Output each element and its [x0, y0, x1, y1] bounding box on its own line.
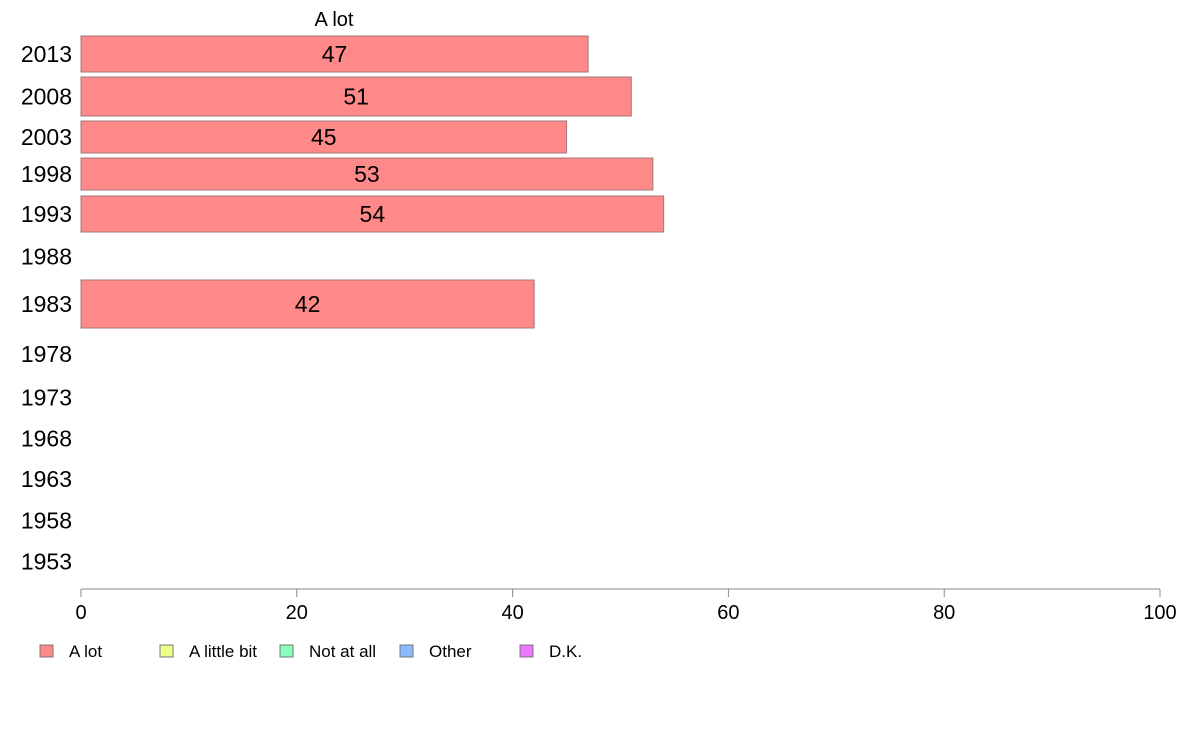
- legend-swatch: [159, 644, 174, 658]
- bar-value-label: 53: [354, 161, 380, 187]
- legend-label: A little bit: [189, 642, 257, 661]
- x-tick-label: 40: [501, 602, 523, 624]
- legend-swatch: [399, 644, 414, 658]
- x-axis: 0 20 40 60 80 100: [75, 588, 1177, 624]
- bar-value-label: 42: [295, 291, 321, 317]
- bar: [80, 35, 589, 73]
- legend-swatch: [39, 644, 54, 658]
- legend: A lot A little bit Not at all Other D.K.: [39, 642, 582, 661]
- bar-value-label: 45: [311, 124, 337, 150]
- y-tick-label: 1988: [21, 244, 72, 270]
- bar-value-label: 54: [360, 201, 386, 227]
- bar: [80, 157, 654, 191]
- y-tick-label: 1998: [21, 161, 72, 187]
- y-tick-label: 1983: [21, 291, 72, 317]
- bar-value-label: 51: [343, 84, 369, 110]
- x-tick-label: 60: [717, 602, 739, 624]
- bar-value-label: 47: [322, 41, 348, 67]
- y-tick-label: 1958: [21, 508, 72, 534]
- y-tick-label: 1963: [21, 466, 72, 492]
- legend-label: A lot: [69, 642, 102, 661]
- bar: [80, 195, 665, 233]
- y-tick-label: 1993: [21, 201, 72, 227]
- y-tick-label: 2003: [21, 124, 72, 150]
- bar: [80, 120, 568, 154]
- x-tick-label: 100: [1143, 602, 1176, 624]
- legend-swatch: [279, 644, 294, 658]
- y-tick-label: 1968: [21, 426, 72, 452]
- bar-series: [80, 35, 665, 329]
- y-tick-label: 1953: [21, 549, 72, 575]
- legend-label: Not at all: [309, 642, 376, 661]
- bar: [80, 76, 632, 117]
- y-tick-label: 2008: [21, 84, 72, 110]
- legend-label: Other: [429, 642, 472, 661]
- legend-swatch: [519, 644, 534, 658]
- legend-label: D.K.: [549, 642, 582, 661]
- y-tick-label: 1978: [21, 341, 72, 367]
- x-tick-label: 20: [286, 602, 308, 624]
- x-tick-label: 80: [933, 602, 955, 624]
- bar: [80, 279, 535, 329]
- chart-title: A lot: [315, 9, 354, 31]
- y-axis-labels: 2013 2008 2003 1998 1993 1988 1983 1978 1973 1968…: [21, 41, 72, 575]
- x-tick-label: 0: [75, 602, 86, 624]
- y-tick-label: 2013: [21, 41, 72, 67]
- y-tick-label: 1973: [21, 385, 72, 411]
